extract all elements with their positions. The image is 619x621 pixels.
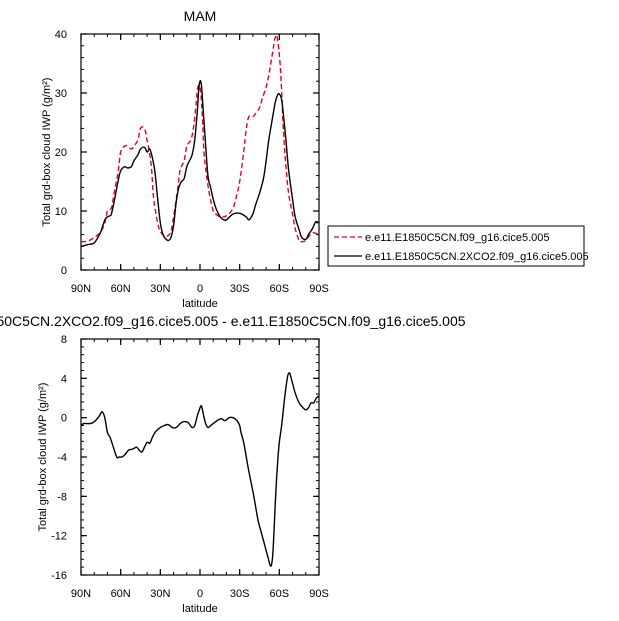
bottom-x-axis-label: latitude <box>182 603 217 615</box>
top-chart-title: MAM <box>184 8 217 24</box>
bottom-y-tick-label: -8 <box>57 491 67 503</box>
top-x-tick-label: 90N <box>71 283 91 295</box>
bottom-x-tick-label: 30N <box>150 588 170 600</box>
bottom-y-ticks: -16 -12 -8 -4 0 4 8 <box>51 334 319 582</box>
top-x-ticks: 90N 60N 30N 0 30S 60S 90S <box>71 34 329 295</box>
bottom-y-tick-label: -4 <box>57 452 67 464</box>
top-plot-frame <box>80 33 320 271</box>
legend: e.e11.E1850C5CN.f09_g16.cice5.005 e.e11.… <box>327 225 589 267</box>
legend-box <box>327 225 585 267</box>
legend-label-control: e.e11.E1850C5CN.f09_g16.cice5.005 <box>365 232 550 244</box>
bottom-y-tick-label: -12 <box>51 531 67 543</box>
top-y-tick-label: 30 <box>55 88 67 100</box>
top-x-tick-label: 60S <box>270 283 290 295</box>
bottom-panel: 50C5CN.2XCO2.f09_g16.cice5.005 - e.e11.E… <box>0 313 466 615</box>
bottom-y-tick-label: 8 <box>61 334 67 346</box>
bottom-x-tick-label: 60N <box>111 588 131 600</box>
bottom-x-tick-label: 90N <box>71 588 91 600</box>
top-x-tick-label: 30S <box>230 283 250 295</box>
bottom-x-ticks: 90N 60N 30N 0 30S 60S 90S <box>71 339 329 600</box>
top-y-ticks: 0 10 20 30 40 <box>55 29 319 277</box>
top-y-tick-label: 20 <box>55 147 67 159</box>
top-series-group <box>80 34 320 248</box>
top-x-axis-label: latitude <box>182 298 217 310</box>
bottom-y-tick-label: 0 <box>61 413 67 425</box>
top-x-tick-label: 30N <box>150 283 170 295</box>
bottom-x-tick-label: 60S <box>270 588 290 600</box>
top-series-line-control <box>80 34 320 243</box>
top-panel: MAM 0 10 20 30 40 90N 60N 30N 0 30S 60S 90S latitu… <box>41 8 329 310</box>
bottom-y-axis-label: Total grd-box cloud IWP (g/m²) <box>37 383 49 532</box>
top-y-tick-label: 40 <box>55 29 67 41</box>
bottom-y-tick-label: 4 <box>61 373 67 385</box>
top-series-line-experiment <box>80 80 320 248</box>
bottom-chart-title: 50C5CN.2XCO2.f09_g16.cice5.005 - e.e11.E… <box>0 313 466 329</box>
bottom-x-tick-label: 0 <box>197 588 203 600</box>
top-x-tick-label: 0 <box>197 283 203 295</box>
bottom-series-line-difference <box>80 372 320 567</box>
top-y-tick-label: 10 <box>55 206 67 218</box>
bottom-x-tick-label: 30S <box>230 588 250 600</box>
top-y-tick-label: 0 <box>61 265 67 277</box>
bottom-x-tick-label: 90S <box>309 588 329 600</box>
top-x-tick-label: 60N <box>111 283 131 295</box>
top-y-axis-label: Total grd-box cloud IWP (g/m²) <box>41 78 53 227</box>
bottom-y-tick-label: -16 <box>51 570 67 582</box>
top-x-tick-label: 90S <box>309 283 329 295</box>
bottom-series-group <box>80 372 320 567</box>
legend-label-experiment: e.e11.E1850C5CN.2XCO2.f09_g16.cice5.005 <box>365 251 589 263</box>
